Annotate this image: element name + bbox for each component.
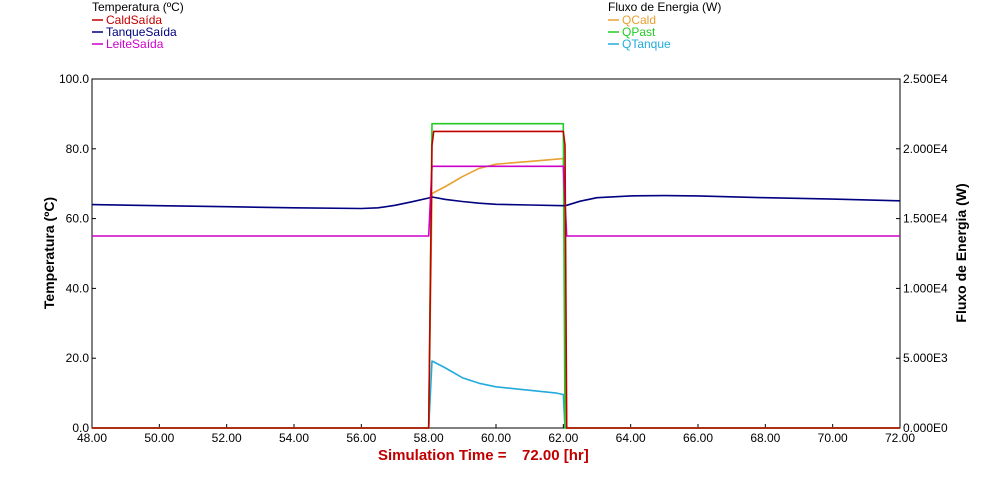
y-right-tick-label: 0.000E0: [903, 421, 948, 435]
y-left-tick-label: 60.0: [66, 212, 90, 226]
x-tick-label: 48.00: [77, 431, 107, 445]
legend-right-title: Fluxo de Energia (W): [608, 0, 721, 14]
x-tick-label: 70.00: [818, 431, 848, 445]
y-axis-right-title: Fluxo de Energia (W): [953, 183, 969, 322]
x-tick-label: 52.00: [212, 431, 242, 445]
legend-label-qpast: QPast: [622, 25, 656, 39]
y-right-tick-label: 1.500E4: [903, 212, 948, 226]
y-right-tick-label: 2.500E4: [903, 72, 948, 86]
x-tick-label: 66.00: [683, 431, 713, 445]
series-group: [91, 122, 901, 429]
series-line-caldsaida: [92, 130, 900, 429]
y-left-tick-label: 20.0: [66, 351, 90, 365]
x-tick-label: 58.00: [414, 431, 444, 445]
y-right-tick-label: 2.000E4: [903, 142, 948, 156]
y-axis-left-title: Temperatura (ºC): [41, 197, 57, 309]
y-left-tick-label: 0.0: [72, 421, 89, 435]
legend-label-tanquesaida: TanqueSaída: [106, 25, 177, 39]
y-left-tick-label: 80.0: [66, 142, 90, 156]
series-line-qtanque: [92, 360, 900, 429]
legend-label-qcald: QCald: [622, 13, 656, 27]
series-line-leitesaida: [92, 165, 900, 237]
legend-left-title: Temperatura (ºC): [92, 0, 184, 14]
x-tick-label: 68.00: [750, 431, 780, 445]
series-line-qpast: [92, 122, 900, 429]
legend-left: CaldSaída TanqueSaída LeiteSaída: [92, 13, 177, 51]
sim-time-value: 72.00 [hr]: [522, 447, 589, 464]
x-axis: 48.00 50.00 52.00 54.00 56.00 58.00 60.00 62.00…: [77, 424, 915, 445]
series-line-tanquesaida: [91, 194, 901, 210]
sim-time-label: Simulation Time =: [378, 447, 507, 464]
y-axis-right: 0.000E0 5.000E3 1.000E4 1.500E4 2.000E4 2.500…: [896, 72, 948, 435]
x-tick-label: 60.00: [481, 431, 511, 445]
y-axis-left: 0.0 20.0 40.0 60.0 80.0 100.0: [59, 72, 96, 435]
y-right-tick-label: 5.000E3: [903, 351, 948, 365]
x-tick-label: 54.00: [279, 431, 309, 445]
legend-label-leitesaida: LeiteSaída: [106, 37, 164, 51]
legend-label-qtanque: QTanque: [622, 37, 671, 51]
y-right-tick-label: 1.000E4: [903, 281, 948, 295]
legend-label-caldsaida: CaldSaída: [106, 13, 162, 27]
x-tick-label: 64.00: [616, 431, 646, 445]
x-tick-label: 56.00: [346, 431, 376, 445]
x-tick-label: 50.00: [144, 431, 174, 445]
y-left-tick-label: 100.0: [59, 72, 89, 86]
legend-right: QCald QPast QTanque: [608, 13, 671, 51]
x-tick-label: 72.00: [885, 431, 915, 445]
y-left-tick-label: 40.0: [66, 281, 90, 295]
x-tick-label: 62.00: [548, 431, 578, 445]
